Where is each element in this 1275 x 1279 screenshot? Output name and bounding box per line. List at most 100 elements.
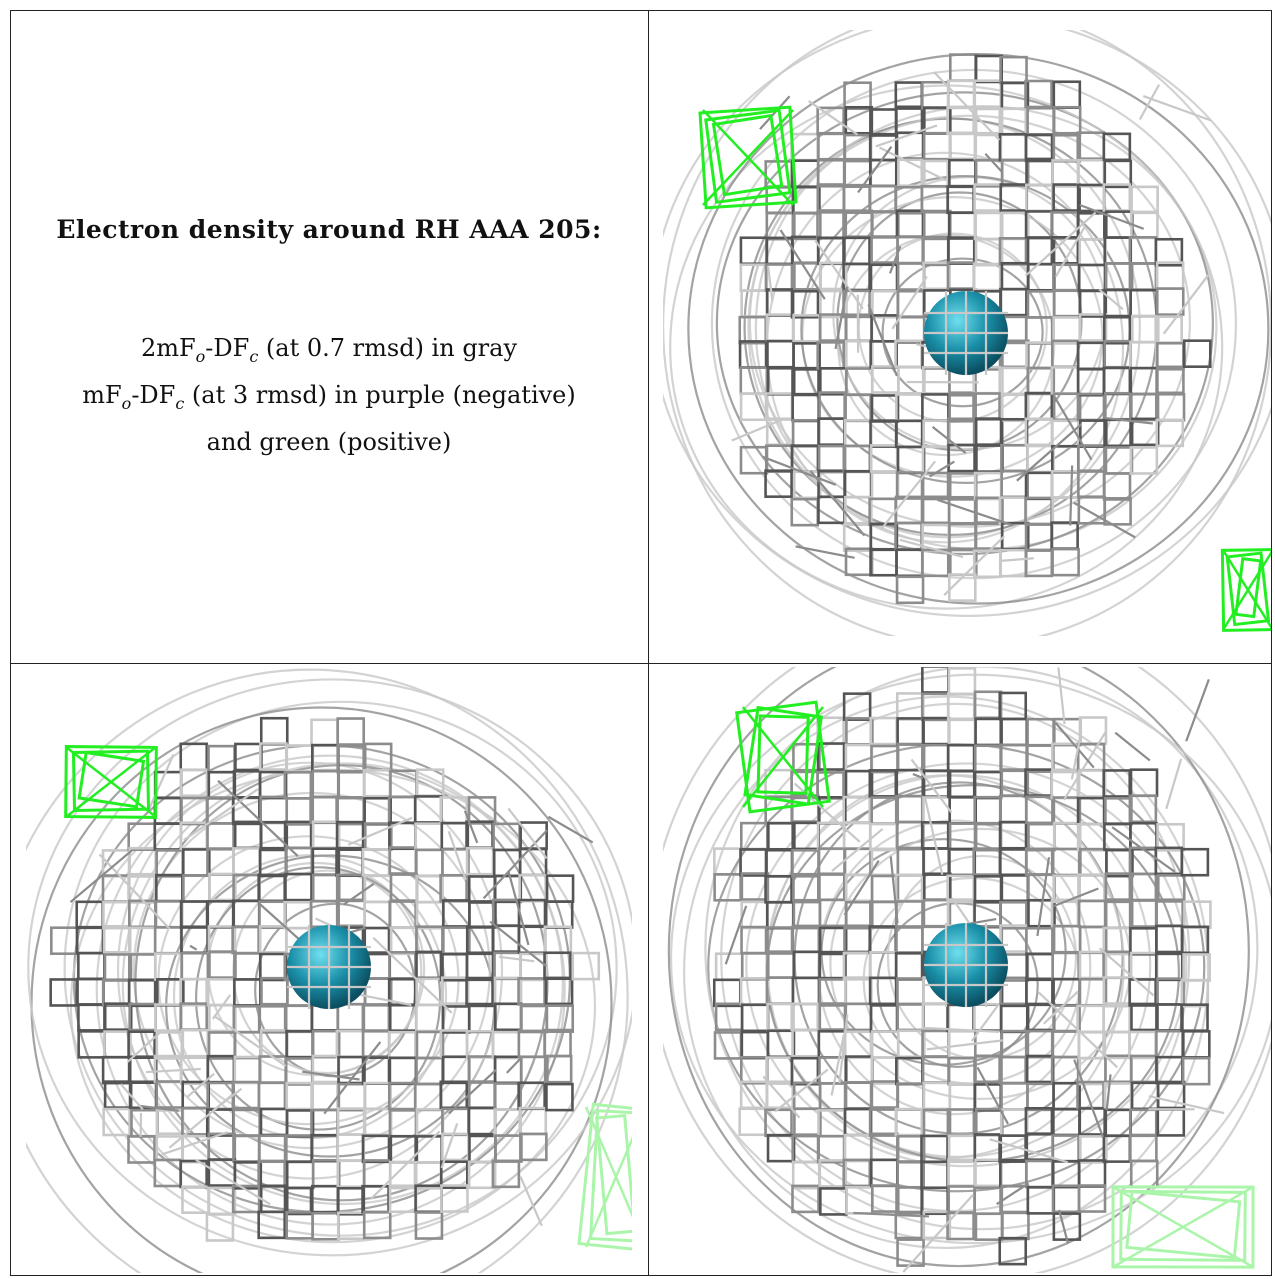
mesh-cell <box>999 717 1029 747</box>
mesh-cell <box>362 1210 392 1240</box>
mesh-strand <box>912 773 924 780</box>
mesh-strand <box>910 758 953 814</box>
mesh-cell <box>842 1158 872 1188</box>
mesh-cell <box>896 1160 926 1189</box>
mesh-strand <box>506 1056 523 1074</box>
mesh-strand <box>212 1087 243 1112</box>
mesh-strand <box>213 1014 287 1067</box>
mesh-cell <box>946 874 975 904</box>
mesh-cell <box>283 900 312 930</box>
mesh-cell <box>949 547 978 577</box>
mesh-cell <box>179 977 208 1007</box>
mesh-strand <box>1079 203 1145 230</box>
mesh-cell <box>465 846 495 876</box>
mesh-strand <box>1098 947 1155 997</box>
mesh-strand <box>931 426 967 454</box>
mesh-strand <box>1185 679 1210 742</box>
mesh-cell <box>259 795 288 825</box>
mesh-cell <box>948 393 977 423</box>
mesh-cell <box>1078 289 1108 318</box>
mesh-strand <box>830 1034 845 1096</box>
mesh-strand <box>731 419 781 442</box>
mesh-contour <box>745 762 1188 1168</box>
mesh-cell <box>517 977 546 1006</box>
mesh-cell <box>1077 769 1107 798</box>
mesh-cell <box>491 1159 521 1189</box>
mesh-strand <box>779 229 826 300</box>
mesh-cell <box>1077 873 1106 902</box>
mesh-strand <box>183 788 259 841</box>
mesh-strand <box>447 830 467 881</box>
mesh-cell <box>792 314 821 343</box>
mesh-cell <box>974 1054 1003 1084</box>
mesh-strand <box>795 545 855 559</box>
mesh-cell <box>1024 133 1054 163</box>
mesh-strand <box>507 807 548 860</box>
mesh-cell <box>310 718 339 748</box>
mesh-cell <box>284 1004 314 1034</box>
mesh-cell <box>127 978 157 1008</box>
mesh-strand <box>1098 288 1124 311</box>
mesh-cell <box>1102 472 1132 501</box>
mesh-cell <box>285 1029 314 1059</box>
mesh-cell <box>844 367 874 396</box>
mesh-cell <box>257 1081 287 1111</box>
mesh-contour <box>663 30 1271 636</box>
mesh-cell <box>870 471 900 501</box>
positive-density-blob <box>64 745 158 819</box>
mesh-cell <box>998 132 1028 162</box>
mesh-cell <box>208 872 237 902</box>
mesh-cell <box>896 1238 925 1267</box>
mesh-cell <box>897 158 926 188</box>
mesh-cell <box>442 926 471 955</box>
mesh-strand <box>1162 273 1211 335</box>
mesh-strand <box>1069 465 1074 526</box>
mesh-cell <box>285 1160 315 1190</box>
mesh-strand <box>1042 990 1079 1025</box>
mesh-cell <box>844 547 874 577</box>
mesh-strand <box>1142 95 1212 122</box>
mesh-strand <box>1073 1059 1105 1138</box>
mesh-cell <box>999 548 1029 578</box>
mesh-strand <box>1037 991 1119 1069</box>
mesh-cell <box>1051 547 1080 577</box>
mesh-contour <box>95 754 566 1226</box>
mesh-cell <box>870 1184 900 1213</box>
mesh-cell <box>868 976 898 1006</box>
caption-line-3: and green (positive) <box>206 427 452 456</box>
mesh-cell <box>1181 1056 1211 1086</box>
mesh-cell <box>790 289 820 319</box>
mesh-cell <box>571 951 601 981</box>
mesh-cell <box>922 1210 952 1240</box>
mesh-cell <box>467 1106 497 1136</box>
mesh-cell <box>336 717 366 746</box>
mesh-cell <box>467 1080 497 1109</box>
mesh-strand <box>880 460 937 531</box>
mesh-cell <box>738 1107 767 1137</box>
mesh-cell <box>1129 1133 1158 1163</box>
mesh-cell <box>895 1185 924 1215</box>
mesh-cell <box>1000 211 1030 241</box>
mesh-cell <box>817 417 846 446</box>
mesh-contour <box>748 114 1191 528</box>
mesh-strand <box>448 1068 498 1115</box>
mesh-cell <box>921 445 951 475</box>
positive-density-blob <box>1220 548 1271 632</box>
density-view-bottom-left <box>26 667 632 1273</box>
mesh-cell <box>818 950 847 980</box>
mesh-cell <box>764 469 793 498</box>
mesh-cell <box>999 1004 1029 1034</box>
mesh-cell <box>311 873 341 903</box>
mesh-cell <box>1180 978 1210 1008</box>
mesh-cell <box>1102 183 1132 212</box>
mesh-cell <box>895 209 925 238</box>
mesh-cell <box>101 978 131 1008</box>
mesh-cell <box>440 1184 469 1213</box>
mesh-strand <box>1104 416 1154 425</box>
mesh-strand <box>774 1068 829 1113</box>
mesh-strand <box>482 829 548 900</box>
mesh-cell <box>896 977 925 1006</box>
mesh-cell <box>1026 1186 1056 1215</box>
mesh-strand <box>1024 211 1097 277</box>
mesh-cell <box>206 821 235 851</box>
